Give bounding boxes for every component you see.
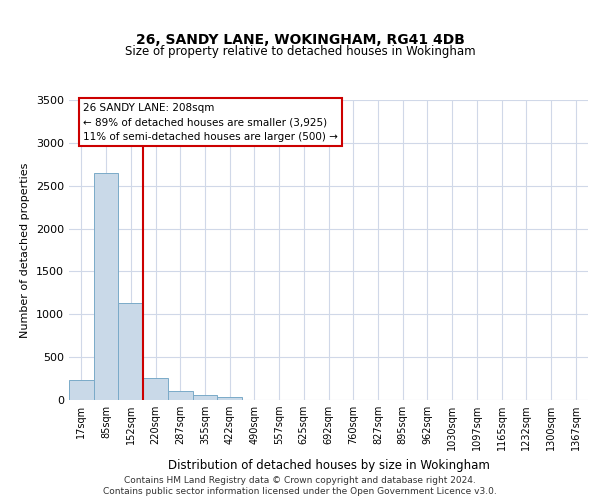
Bar <box>118 303 143 400</box>
Bar <box>193 396 217 400</box>
Text: Size of property relative to detached houses in Wokingham: Size of property relative to detached ho… <box>125 45 475 58</box>
Text: 26 SANDY LANE: 208sqm
← 89% of detached houses are smaller (3,925)
11% of semi-d: 26 SANDY LANE: 208sqm ← 89% of detached … <box>83 102 338 142</box>
Text: Contains HM Land Registry data © Crown copyright and database right 2024.: Contains HM Land Registry data © Crown c… <box>124 476 476 485</box>
X-axis label: Distribution of detached houses by size in Wokingham: Distribution of detached houses by size … <box>167 458 490 471</box>
Bar <box>143 378 168 400</box>
Bar <box>94 173 118 400</box>
Text: 26, SANDY LANE, WOKINGHAM, RG41 4DB: 26, SANDY LANE, WOKINGHAM, RG41 4DB <box>136 32 464 46</box>
Bar <box>69 380 94 400</box>
Y-axis label: Number of detached properties: Number of detached properties <box>20 162 31 338</box>
Text: Contains public sector information licensed under the Open Government Licence v3: Contains public sector information licen… <box>103 486 497 496</box>
Bar <box>168 392 193 400</box>
Bar <box>217 396 242 400</box>
